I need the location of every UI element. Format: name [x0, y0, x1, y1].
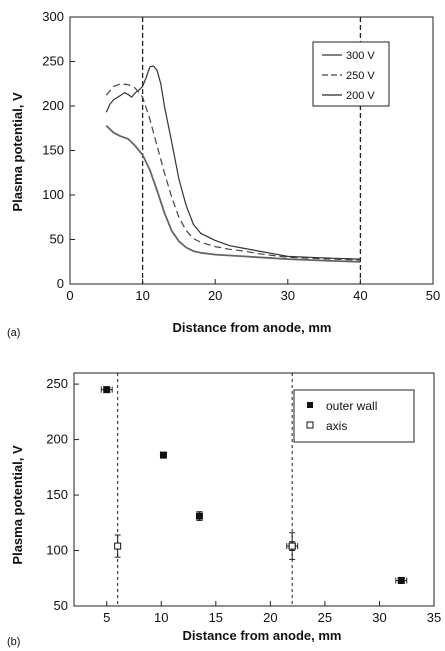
legend-axis-marker — [306, 421, 314, 429]
panel-b-scatter-chart: Plasma potential, V Distance from anode,… — [7, 372, 441, 648]
panel-b-ytick-label: 200 — [46, 432, 68, 447]
panel-a-x-axis-label: Distance from anode, mm — [173, 320, 332, 335]
panel-a-series-line-300v — [105, 65, 361, 260]
panel-a-legend: 300 V 250 V 200 V — [312, 41, 390, 107]
panel-a-ytick-label: 300 — [42, 9, 64, 24]
panel-a-line-chart: Plasma potential, V Distance from anode,… — [7, 9, 440, 339]
panel-a-ytick-label: 250 — [42, 54, 64, 69]
panel-a-series — [105, 65, 361, 263]
panel-a-y-axis-label: Plasma potential, V — [10, 92, 25, 212]
axis-point — [288, 542, 296, 550]
panel-b-ytick-label: 150 — [46, 487, 68, 502]
panel-b-ytick-label: 100 — [46, 543, 68, 558]
panel-b-ytick-label: 50 — [54, 598, 68, 613]
legend-300v-label: 300 V — [346, 50, 375, 62]
panel-a-y-axis-label-text: Plasma potential, V — [10, 92, 25, 212]
panel-b-plot-frame — [73, 372, 435, 607]
panel-a-ytick-label: 200 — [42, 98, 64, 113]
panel-b-xtick-label: 35 — [427, 610, 441, 625]
panel-a-plot-frame — [69, 16, 434, 285]
panel-b-xtick-label: 10 — [154, 610, 168, 625]
panel-a-ytick-label: 150 — [42, 143, 64, 158]
panel-b-x-axis-label: Distance from anode, mm — [183, 628, 342, 643]
panel-b-y-axis-label: Plasma potential, V — [10, 445, 25, 565]
outer-wall-point — [397, 576, 405, 584]
legend-outer-wall-marker — [307, 402, 313, 408]
panel-a-series-line-200v — [105, 124, 361, 263]
outer-wall-point — [159, 451, 167, 459]
outer-wall-point — [195, 512, 203, 520]
panel-b-ytick-label: 250 — [46, 376, 68, 391]
axis-point — [114, 542, 122, 550]
panel-a-xtick-label: 30 — [281, 288, 295, 303]
panel-b-xtick-label: 5 — [103, 610, 110, 625]
panel-b-xtick-label: 30 — [372, 610, 386, 625]
panel-a-xtick-label: 40 — [353, 288, 367, 303]
panel-a-xtick-label: 10 — [135, 288, 149, 303]
panel-b-legend-box — [293, 389, 415, 443]
legend-200v-label: 200 V — [346, 90, 375, 102]
panel-b-xtick-label: 25 — [318, 610, 332, 625]
panel-b-points — [100, 386, 408, 584]
panel-b-xtick-label: 20 — [263, 610, 277, 625]
legend-outer-wall-label: outer wall — [326, 399, 377, 413]
panel-b-ticks: 50 100 150 200 250 5 10 15 20 25 30 35 — [46, 376, 441, 625]
panel-b-tag: (b) — [7, 636, 20, 648]
legend-axis-label: axis — [326, 419, 347, 433]
panel-a-xtick-label: 0 — [66, 288, 73, 303]
panel-b-reference-lines — [117, 373, 293, 606]
panel-a-ticks: 0 50 100 150 200 250 300 0 10 20 30 40 50 — [42, 9, 440, 303]
panel-a-tag: (a) — [7, 327, 20, 339]
outer-wall-point — [103, 386, 111, 394]
panel-a-ytick-label: 100 — [42, 187, 64, 202]
panel-a-xtick-label: 50 — [426, 288, 440, 303]
panel-b-xtick-label: 15 — [209, 610, 223, 625]
panel-b-legend: outer wall axis — [293, 389, 415, 443]
panel-a-ytick-label: 50 — [50, 232, 64, 247]
legend-250v-label: 250 V — [346, 70, 375, 82]
panel-a-ytick-label: 0 — [57, 276, 64, 291]
panel-a-series-line-250v — [105, 83, 361, 261]
panel-a-xtick-label: 20 — [208, 288, 222, 303]
panel-b-y-axis-label-text: Plasma potential, V — [10, 445, 25, 565]
